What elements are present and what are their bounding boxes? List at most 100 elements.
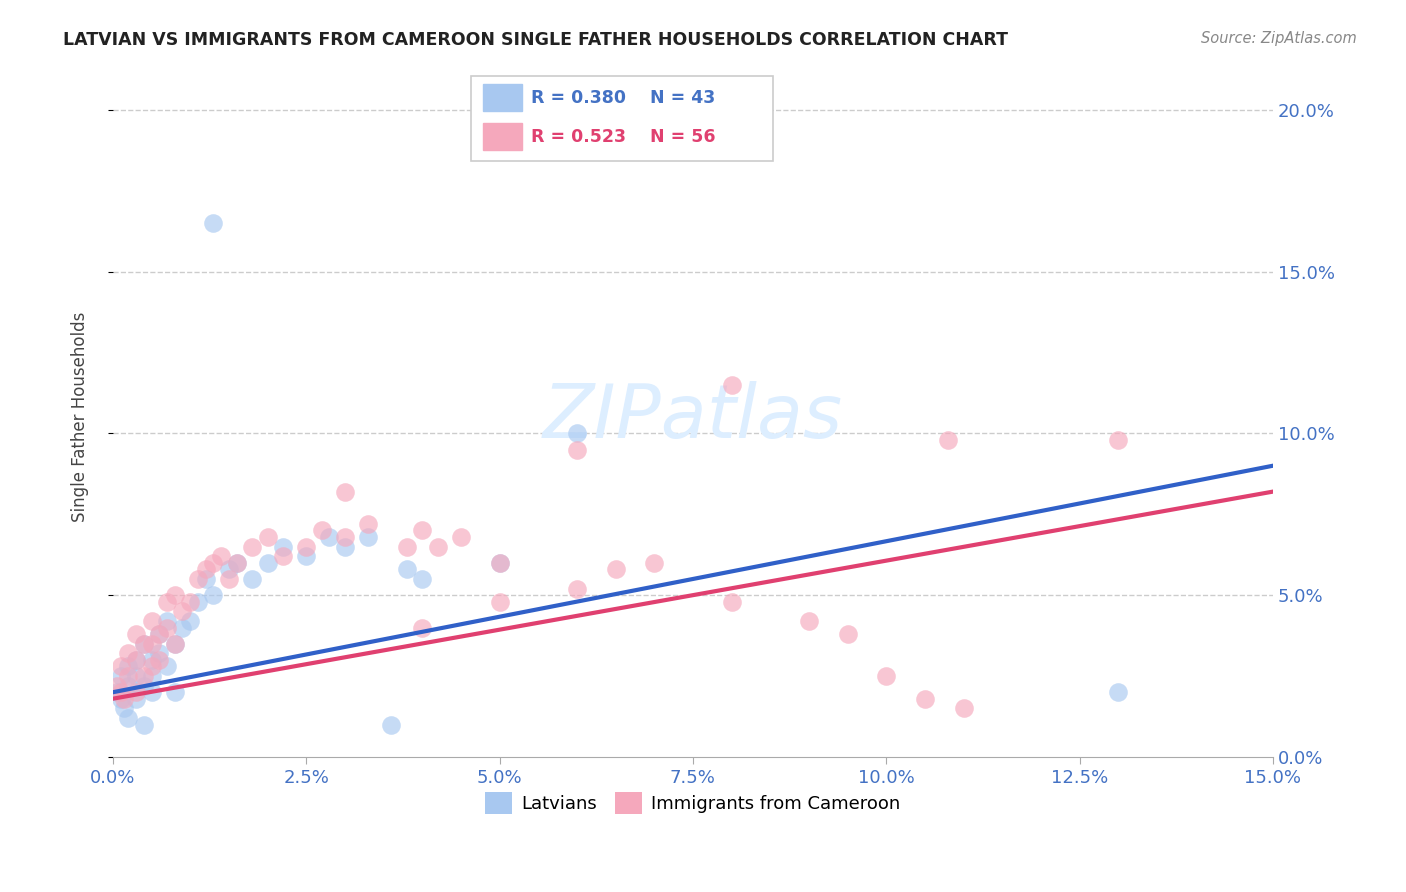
Point — [117, 647, 139, 661]
Point — [132, 679, 155, 693]
Text: LATVIAN VS IMMIGRANTS FROM CAMEROON SINGLE FATHER HOUSEHOLDS CORRELATION CHART: LATVIAN VS IMMIGRANTS FROM CAMEROON SING… — [63, 31, 1008, 49]
Point — [114, 701, 136, 715]
Point — [132, 669, 155, 683]
Point — [488, 556, 510, 570]
Point — [218, 572, 240, 586]
Point — [450, 530, 472, 544]
Point — [117, 679, 139, 693]
Point — [488, 594, 510, 608]
Point — [148, 647, 170, 661]
Point — [148, 627, 170, 641]
Point — [1107, 685, 1129, 699]
Text: ZIPatlas: ZIPatlas — [543, 381, 844, 453]
Point — [240, 540, 263, 554]
Point — [148, 627, 170, 641]
Point — [318, 530, 340, 544]
Text: Source: ZipAtlas.com: Source: ZipAtlas.com — [1201, 31, 1357, 46]
Point — [565, 582, 588, 596]
Point — [357, 530, 380, 544]
Point — [125, 691, 148, 706]
Point — [141, 637, 163, 651]
Point — [380, 717, 402, 731]
Point — [172, 604, 194, 618]
Point — [125, 627, 148, 641]
Point — [565, 426, 588, 441]
Text: R = 0.523    N = 56: R = 0.523 N = 56 — [531, 128, 716, 145]
Point — [132, 717, 155, 731]
Point — [114, 691, 136, 706]
Point — [156, 659, 179, 673]
Point — [163, 637, 186, 651]
Point — [202, 588, 225, 602]
Point — [952, 701, 974, 715]
Point — [357, 516, 380, 531]
Point — [156, 594, 179, 608]
Point — [187, 572, 209, 586]
Point — [411, 621, 433, 635]
Point — [411, 524, 433, 538]
Point — [194, 572, 217, 586]
Text: R = 0.380    N = 43: R = 0.380 N = 43 — [531, 89, 716, 107]
Point — [117, 669, 139, 683]
Point — [132, 637, 155, 651]
Point — [187, 594, 209, 608]
Legend: Latvians, Immigrants from Cameroon: Latvians, Immigrants from Cameroon — [477, 782, 910, 822]
Point — [110, 691, 132, 706]
Point — [117, 711, 139, 725]
Point — [163, 637, 186, 651]
Point — [110, 669, 132, 683]
Point — [256, 530, 278, 544]
Point — [163, 588, 186, 602]
Point — [117, 659, 139, 673]
Point — [936, 433, 959, 447]
Y-axis label: Single Father Households: Single Father Households — [72, 312, 89, 523]
Point — [156, 614, 179, 628]
Point — [202, 556, 225, 570]
Point — [141, 614, 163, 628]
Point — [105, 679, 128, 693]
Point — [488, 556, 510, 570]
Point — [105, 685, 128, 699]
Point — [202, 216, 225, 230]
Point — [605, 562, 627, 576]
Point — [1107, 433, 1129, 447]
Point — [225, 556, 247, 570]
Point — [333, 540, 356, 554]
Point — [720, 377, 742, 392]
Point — [426, 540, 449, 554]
Point — [295, 540, 318, 554]
Point — [311, 524, 333, 538]
Point — [565, 442, 588, 457]
Point — [179, 614, 201, 628]
Point — [797, 614, 820, 628]
Point — [163, 685, 186, 699]
Point — [218, 562, 240, 576]
Point — [141, 685, 163, 699]
Point — [333, 530, 356, 544]
Point — [141, 669, 163, 683]
Point — [837, 627, 859, 641]
Point — [333, 484, 356, 499]
Point — [148, 653, 170, 667]
Point — [141, 653, 163, 667]
FancyBboxPatch shape — [484, 85, 523, 112]
FancyBboxPatch shape — [471, 76, 773, 161]
Point — [172, 621, 194, 635]
Point — [256, 556, 278, 570]
Point — [225, 556, 247, 570]
Point — [125, 685, 148, 699]
Point — [125, 653, 148, 667]
Point — [271, 540, 294, 554]
Point — [240, 572, 263, 586]
Point — [295, 549, 318, 564]
Point — [110, 685, 132, 699]
Point — [194, 562, 217, 576]
Point — [875, 669, 897, 683]
FancyBboxPatch shape — [484, 123, 523, 151]
Point — [132, 637, 155, 651]
Point — [141, 659, 163, 673]
Point — [643, 556, 665, 570]
Point — [110, 659, 132, 673]
Point — [125, 653, 148, 667]
Point — [209, 549, 232, 564]
